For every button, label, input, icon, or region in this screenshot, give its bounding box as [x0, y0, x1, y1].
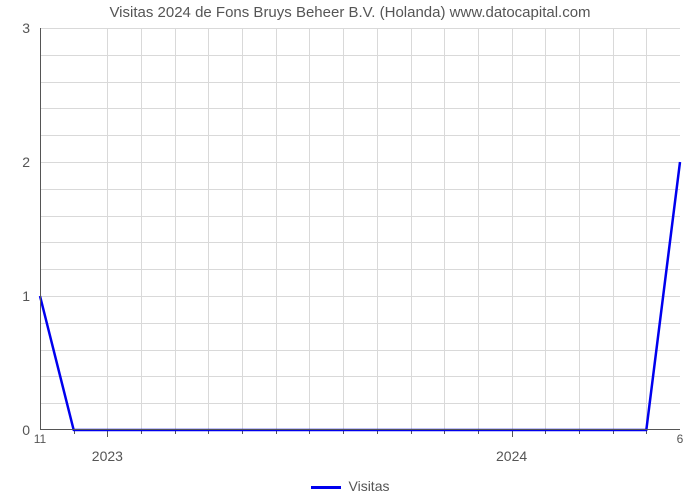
- series-line: [40, 162, 680, 430]
- line-series: [40, 28, 680, 430]
- legend-label: Visitas: [349, 478, 390, 494]
- legend: Visitas: [0, 478, 700, 494]
- y-tick-label: 3: [0, 20, 30, 36]
- legend-swatch: [311, 486, 341, 489]
- y-axis: [40, 28, 41, 430]
- y-tick-label: 0: [0, 422, 30, 438]
- y-tick-label: 1: [0, 288, 30, 304]
- x-tick-label: 2023: [92, 448, 123, 464]
- x-secondary-label: 11: [34, 432, 46, 446]
- x-axis: [40, 429, 680, 430]
- y-tick-label: 2: [0, 154, 30, 170]
- chart-title: Visitas 2024 de Fons Bruys Beheer B.V. (…: [0, 4, 700, 21]
- x-tick-label: 2024: [496, 448, 527, 464]
- chart-container: Visitas 2024 de Fons Bruys Beheer B.V. (…: [0, 0, 700, 500]
- x-secondary-label: 6: [677, 432, 684, 446]
- plot-area: [40, 28, 680, 430]
